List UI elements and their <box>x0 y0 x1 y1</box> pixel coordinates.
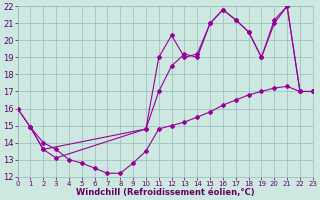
X-axis label: Windchill (Refroidissement éolien,°C): Windchill (Refroidissement éolien,°C) <box>76 188 254 197</box>
